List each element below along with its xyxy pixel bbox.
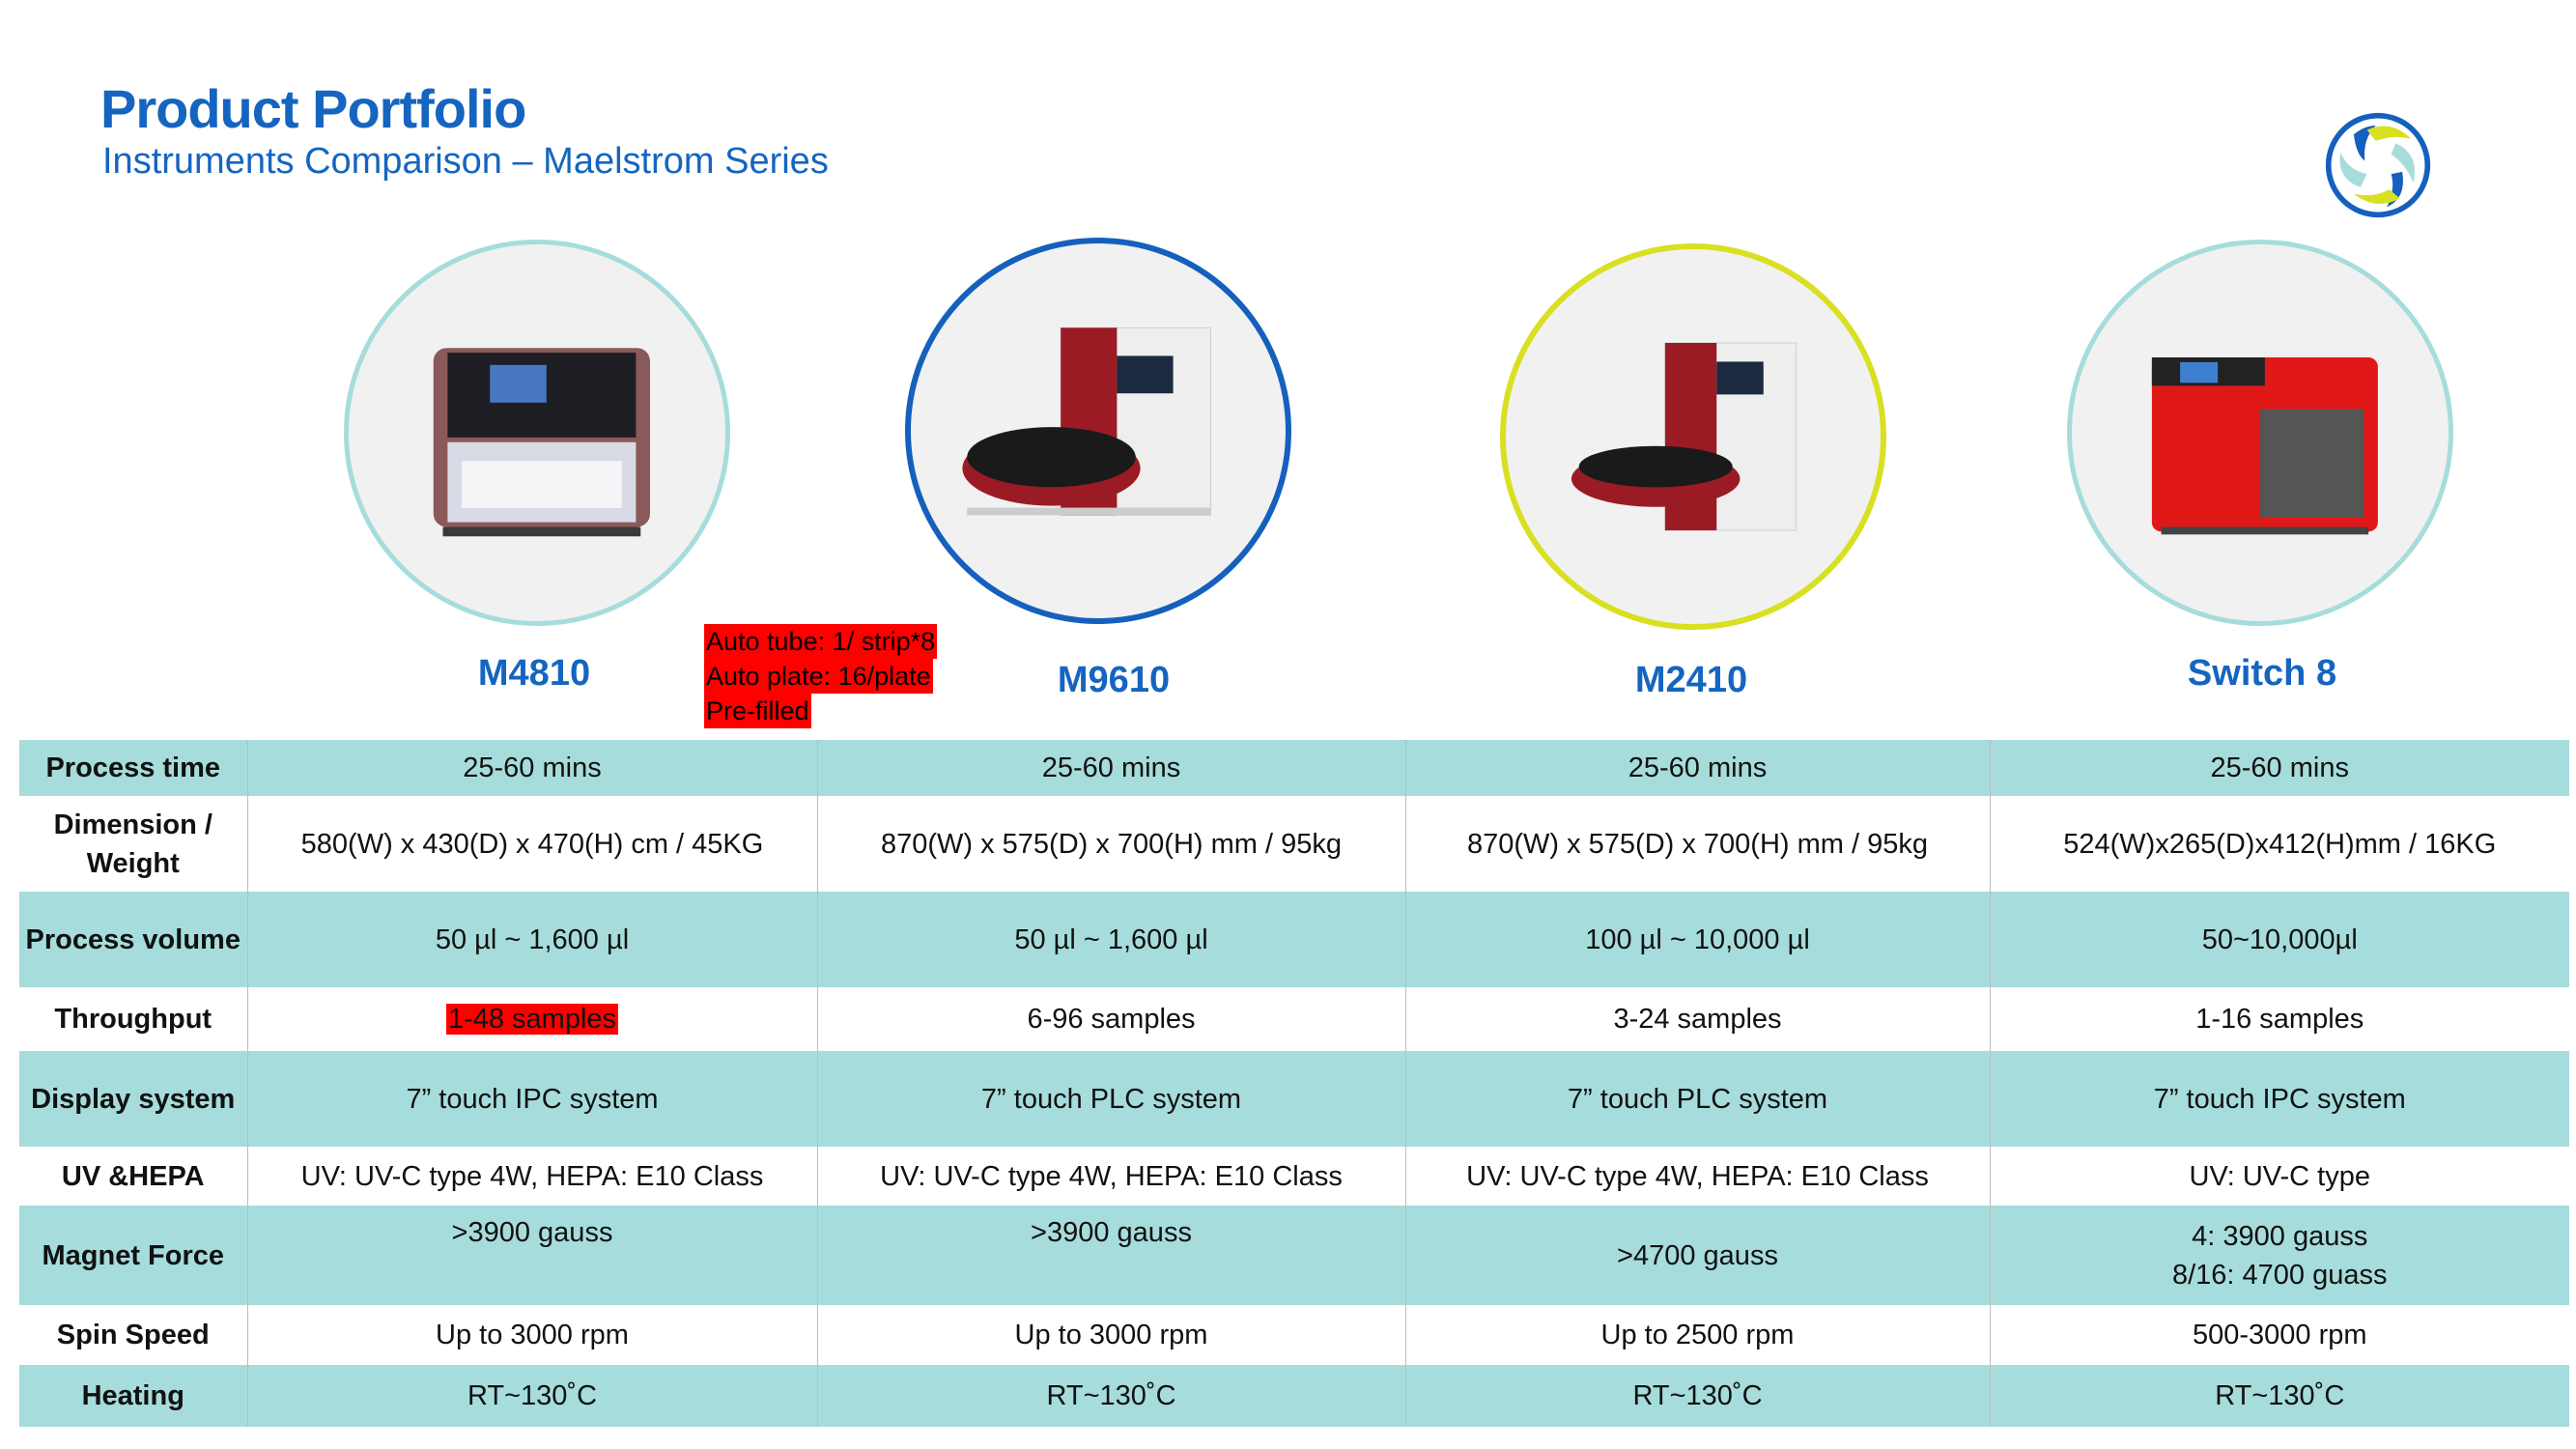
- table-cell: 50 µl ~ 1,600 µl: [246, 892, 817, 987]
- row-label: Magnet Force: [19, 1206, 247, 1305]
- table-cell: 50~10,000µl: [1989, 892, 2569, 987]
- note-line: Pre-filled: [704, 694, 811, 728]
- table-cell: 870(W) x 575(D) x 700(H) mm / 95kg: [816, 796, 1405, 892]
- table-row: Throughput 1-48 samples 6-96 samples 3-2…: [19, 987, 2569, 1051]
- table-cell: UV: UV-C type: [1989, 1147, 2569, 1206]
- table-row: Heating RT~130˚C RT~130˚C RT~130˚C RT~13…: [19, 1365, 2569, 1427]
- table-cell: Up to 2500 rpm: [1404, 1305, 1990, 1365]
- table-cell: 7” touch IPC system: [246, 1051, 817, 1147]
- row-label: Spin Speed: [56, 1320, 210, 1350]
- cell-line: 8/16: 4700 guass: [2171, 1259, 2388, 1291]
- table-cell: 25-60 mins: [246, 740, 817, 796]
- product-name-m2410: M2410: [1634, 660, 1748, 700]
- table-cell: UV: UV-C type 4W, HEPA: E10 Class: [816, 1147, 1405, 1206]
- row-label: Dimension / Weight: [53, 809, 212, 879]
- table-cell: 524(W)x265(D)x412(H)mm / 16KG: [1989, 796, 2569, 892]
- product-image-m2410: [1500, 243, 1886, 630]
- note-line: Auto plate: 16/plate: [704, 659, 933, 694]
- page-title: Product Portfolio: [100, 78, 526, 139]
- product-name-switch8: Switch 8: [2187, 653, 2337, 694]
- table-cell: 4: 3900 gauss 8/16: 4700 guass: [1989, 1206, 2569, 1305]
- table-cell: UV: UV-C type 4W, HEPA: E10 Class: [1404, 1147, 1990, 1206]
- table-cell: >4700 gauss: [1404, 1206, 1990, 1305]
- table-row: UV &HEPA UV: UV-C type 4W, HEPA: E10 Cla…: [19, 1147, 2569, 1206]
- table-cell: 25-60 mins: [816, 740, 1405, 796]
- table-cell: 6-96 samples: [816, 987, 1405, 1051]
- table-cell: RT~130˚C: [816, 1365, 1405, 1427]
- table-row: Display system 7” touch IPC system 7” to…: [19, 1051, 2569, 1147]
- row-label: Process time: [19, 740, 247, 796]
- highlighted-value: 1-48 samples: [445, 1004, 619, 1035]
- table-cell: 1-48 samples: [246, 987, 817, 1051]
- table-cell: 25-60 mins: [1989, 740, 2569, 796]
- product-image-m9610: [905, 238, 1291, 624]
- table-cell: >3900 gauss: [246, 1206, 817, 1305]
- table-cell: 7” touch PLC system: [1404, 1051, 1990, 1147]
- table-cell: RT~130˚C: [1989, 1365, 2569, 1427]
- cell-line: 4: 3900 gauss: [2192, 1220, 2368, 1252]
- table-cell: RT~130˚C: [246, 1365, 817, 1427]
- table-cell: UV: UV-C type 4W, HEPA: E10 Class: [246, 1147, 817, 1206]
- table-cell: 580(W) x 430(D) x 470(H) cm / 45KG: [246, 796, 817, 892]
- product-name-m4810: M4810: [477, 653, 591, 694]
- page-subtitle: Instruments Comparison – Maelstrom Serie…: [102, 141, 829, 182]
- row-label: Process volume: [19, 892, 247, 987]
- table-cell: 50 µl ~ 1,600 µl: [816, 892, 1405, 987]
- table-cell: 100 µl ~ 10,000 µl: [1404, 892, 1990, 987]
- table-cell: 1-16 samples: [1989, 987, 2569, 1051]
- table-row: Process volume 50 µl ~ 1,600 µl 50 µl ~ …: [19, 892, 2569, 987]
- note-line: Auto tube: 1/ strip*8: [704, 624, 938, 659]
- table-cell: Up to 3000 rpm: [246, 1305, 817, 1365]
- table-row: Magnet Force >3900 gauss >3900 gauss >47…: [19, 1206, 2569, 1305]
- table-cell: 7” touch IPC system: [1989, 1051, 2569, 1147]
- row-label: Heating: [19, 1365, 247, 1427]
- table-row: Spin Speed Up to 3000 rpm Up to 3000 rpm…: [19, 1305, 2569, 1365]
- product-image-m4810: [344, 240, 730, 626]
- product-name-m9610: M9610: [1057, 660, 1171, 700]
- table-cell: >3900 gauss: [816, 1206, 1405, 1305]
- row-label: UV &HEPA: [61, 1160, 205, 1192]
- swirl-logo-icon: [2325, 112, 2431, 218]
- highlight-note: Auto tube: 1/ strip*8 Auto plate: 16/pla…: [704, 624, 938, 728]
- product-image-switch8: [2067, 240, 2453, 626]
- table-cell: Up to 3000 rpm: [816, 1305, 1405, 1365]
- table-row: Dimension / Weight 580(W) x 430(D) x 470…: [19, 796, 2569, 892]
- table-cell: 7” touch PLC system: [816, 1051, 1405, 1147]
- table-cell: RT~130˚C: [1404, 1365, 1990, 1427]
- table-cell: 500-3000 rpm: [1989, 1305, 2569, 1365]
- table-row: Process time 25-60 mins 25-60 mins 25-60…: [19, 740, 2569, 796]
- table-cell: 870(W) x 575(D) x 700(H) mm / 95kg: [1404, 796, 1990, 892]
- table-cell: 25-60 mins: [1404, 740, 1990, 796]
- row-label: Throughput: [54, 1004, 212, 1035]
- table-cell: 3-24 samples: [1404, 987, 1990, 1051]
- comparison-table: Process time 25-60 mins 25-60 mins 25-60…: [19, 740, 2569, 1427]
- row-label: Display system: [19, 1051, 247, 1147]
